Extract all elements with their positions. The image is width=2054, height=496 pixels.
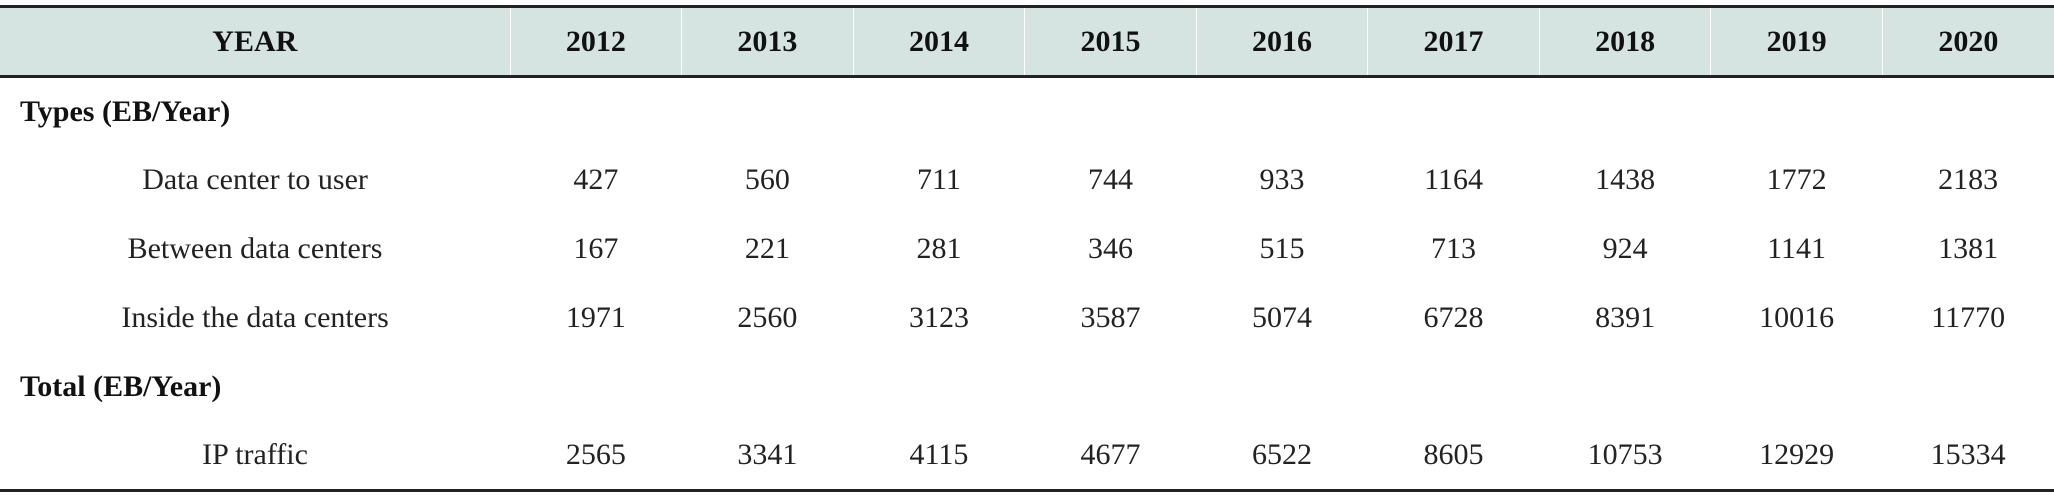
- table-cell: 2565: [510, 421, 682, 492]
- table-cell: 281: [916, 232, 962, 265]
- data-table-container: YEAR 2012 2013 2014 2015 2016 2017 2018 …: [0, 5, 2054, 492]
- table-cell: 6522: [1196, 421, 1368, 492]
- table-cell: 924: [1602, 232, 1648, 265]
- table-cell: 744: [1087, 163, 1133, 196]
- section-row-types: Types (EB/Year): [0, 77, 2054, 146]
- table-cell: 427: [573, 163, 619, 196]
- header-cell-2020: 2020: [1881, 5, 2054, 78]
- table-cell: 10016: [1759, 301, 1835, 334]
- table-cell: 5074: [1252, 301, 1312, 334]
- header-cell-year: YEAR: [0, 5, 511, 78]
- table-cell: 3123: [908, 301, 969, 334]
- table-cell: 1772: [1766, 163, 1827, 196]
- table-cell: 713: [1431, 232, 1477, 265]
- table-cell: 8391: [1595, 301, 1656, 334]
- header-cell-2015: 2015: [1024, 5, 1197, 78]
- table-cell: 2183: [1938, 163, 1999, 196]
- table-cell: 4115: [853, 421, 1025, 492]
- row-label: Inside the data centers: [121, 301, 389, 334]
- table-cell: 1438: [1595, 163, 1656, 196]
- header-cell-2014: 2014: [852, 5, 1025, 78]
- table-cell: 2560: [737, 301, 798, 334]
- section-row-total: Total (EB/Year): [0, 353, 2054, 422]
- header-cell-2016: 2016: [1195, 5, 1368, 78]
- table-row: Between data centers 167 221 281 346 515…: [0, 215, 2054, 284]
- header-row: YEAR 2012 2013 2014 2015 2016 2017 2018 …: [0, 5, 2054, 78]
- table-cell: 1971: [565, 301, 626, 334]
- table-cell: 3341: [681, 421, 854, 492]
- table-cell: 1381: [1938, 232, 1999, 265]
- table-cell: 346: [1087, 232, 1133, 265]
- table-cell: 8605: [1367, 421, 1540, 492]
- table-cell: 10753: [1539, 421, 1711, 492]
- table-cell: 1141: [1767, 232, 1827, 265]
- header-cell-2017: 2017: [1367, 5, 1540, 78]
- row-label: Data center to user: [142, 163, 368, 196]
- row-label: Between data centers: [127, 232, 383, 265]
- table-cell: 15334: [1882, 421, 2054, 492]
- table-cell: 11770: [1931, 301, 2006, 334]
- table-cell: 221: [744, 232, 790, 265]
- header-cell-2012: 2012: [509, 5, 682, 78]
- table-row: Data center to user 427 560 711 744 933 …: [0, 146, 2054, 215]
- table-cell: 6728: [1423, 301, 1484, 334]
- traffic-table: YEAR 2012 2013 2014 2015 2016 2017 2018 …: [0, 5, 2054, 492]
- header-cell-2019: 2019: [1710, 5, 1883, 78]
- table-cell: 12929: [1710, 421, 1883, 492]
- row-label: IP traffic: [0, 421, 511, 492]
- table-cell: 515: [1259, 232, 1305, 265]
- table-cell: 933: [1259, 163, 1305, 196]
- table-cell: 167: [573, 232, 619, 265]
- table-cell: 4677: [1024, 421, 1197, 492]
- table-row: IP traffic 2565 3341 4115 4677 6522 8605…: [0, 421, 2054, 492]
- header-cell-2013: 2013: [681, 5, 854, 78]
- header-cell-2018: 2018: [1538, 5, 1711, 78]
- table-cell: 3587: [1080, 301, 1141, 334]
- table-cell: 560: [744, 163, 790, 196]
- section-title: Total (EB/Year): [20, 370, 222, 403]
- table-cell: 711: [916, 163, 961, 196]
- table-row: Inside the data centers 1971 2560 3123 3…: [0, 284, 2054, 353]
- section-title: Types (EB/Year): [20, 94, 231, 128]
- table-cell: 1164: [1424, 163, 1483, 196]
